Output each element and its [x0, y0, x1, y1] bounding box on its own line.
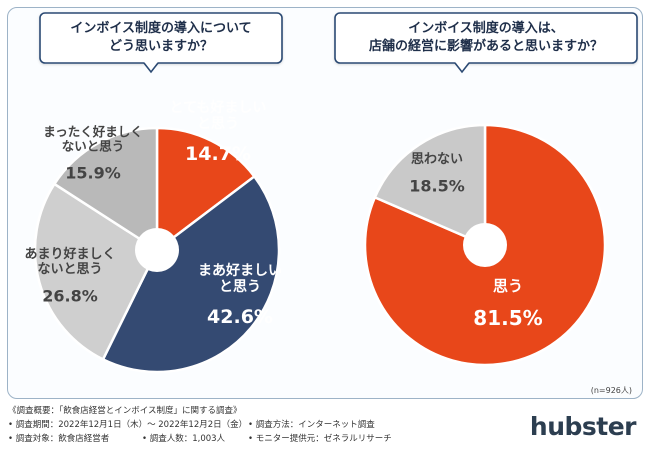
footnote-method: • 調査方法：インターネット調査	[248, 420, 375, 430]
slice-label-2: あまり好ましくないと思う	[24, 246, 115, 277]
question-bubble-right-text: インボイス制度の導入は、店舗の経営に影響があると思いますか？	[369, 20, 603, 54]
pie-slice-1	[373, 123, 487, 247]
pie-slice-0	[155, 126, 257, 253]
pie-slice-1	[101, 174, 281, 374]
footnote-target: • 調査対象：飲食店経営者	[8, 434, 110, 444]
question-bubble-right-box	[334, 12, 638, 64]
footnote-survey-name: 《調査概要：「飲食店経営とインボイス制度」に関する調査》	[8, 406, 242, 416]
footnote-period: • 調査期間：2022年12月1日（木）〜 2022年12月2日（金）	[8, 420, 248, 430]
slice-value-2: 26.8%	[42, 287, 98, 306]
pie-chart-right: 思う 81.5% 思わない 18.5%	[363, 123, 607, 367]
slice-label-1: まあ好ましいと思う	[198, 262, 282, 295]
footnote-count: • 調査人数：1,003人	[142, 434, 226, 444]
question-bubbles: インボイス制度の導入についてどう思いますか？ インボイス制度の導入は、店舗の経営に…	[39, 12, 638, 74]
slice-value-3: 15.9%	[65, 164, 121, 183]
slice-label-0: 思う	[493, 277, 523, 295]
slice-value-0: 81.5%	[473, 306, 542, 330]
slice-label-3: まったく好ましくないと思う	[43, 124, 143, 154]
sample-size-note: (n=926人)	[591, 386, 632, 395]
slice-value-1: 18.5%	[409, 177, 465, 196]
pie-hole	[135, 228, 179, 272]
slice-label-1: 思わない	[411, 152, 463, 167]
pie-hole	[463, 223, 507, 267]
pie-slice-3	[52, 126, 159, 253]
pie-slice-2	[33, 182, 159, 362]
slice-label-0: とても好ましいと思う	[170, 99, 267, 132]
question-bubble-left-text: インボイス制度の導入についてどう思いますか？	[70, 20, 251, 54]
question-bubble-left-box	[39, 12, 283, 64]
hubster-logo: hubster	[529, 412, 637, 441]
slice-value-0: 14.7%	[185, 143, 251, 165]
slice-value-1: 42.6%	[207, 306, 273, 328]
pie-chart-left: とても好ましいと思う 14.7% まあ好ましいと思う 42.6% あまり好ましくないと思…	[24, 99, 282, 374]
footnote-monitor: • モニター提供元：ゼネラルリサーチ	[248, 434, 392, 444]
